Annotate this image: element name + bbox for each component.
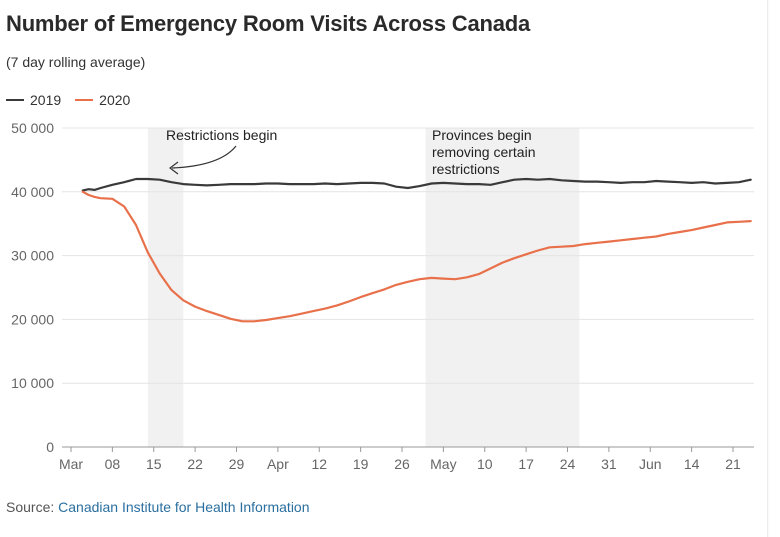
legend-label-2019: 2019 xyxy=(30,92,62,108)
annotation-arrow xyxy=(171,145,237,169)
x-tick-label: 21 xyxy=(725,456,741,472)
chart-title: Number of Emergency Room Visits Across C… xyxy=(6,11,531,36)
x-tick-label: 10 xyxy=(477,456,493,472)
x-tick-label: Apr xyxy=(267,456,289,472)
annotation-provinces-begin: Provinces begin removing certain restricti… xyxy=(432,127,536,177)
chart-subtitle: (7 day rolling average) xyxy=(6,54,146,70)
y-tick-label: 50 000 xyxy=(11,120,54,136)
x-tick-label: 19 xyxy=(353,456,369,472)
x-tick-label: Mar xyxy=(59,456,83,472)
series-line-2019 xyxy=(81,177,752,192)
source-line: Source: Canadian Institute for Health In… xyxy=(6,499,310,515)
x-tick-label: Jun xyxy=(639,456,662,472)
y-tick-label: 20 000 xyxy=(11,311,54,327)
shaded-period-1 xyxy=(147,128,184,447)
legend-swatch-2020 xyxy=(75,99,94,101)
y-tick-label: 0 xyxy=(46,439,54,455)
legend-swatch-2019 xyxy=(6,99,24,101)
annotation-arrowhead xyxy=(169,161,179,175)
series-line-2020 xyxy=(81,190,752,323)
x-tick-label: May xyxy=(430,456,456,472)
x-tick-label: 14 xyxy=(684,456,700,472)
line-chart: 0 10 000 20 000 30 000 40 000 50 000 Mar 08 15 22… xyxy=(11,120,754,472)
source-prefix: Source: xyxy=(6,499,55,515)
annotation-restrictions-begin: Restrictions begin xyxy=(166,127,277,143)
frame-border xyxy=(767,0,780,537)
x-tick-label: 29 xyxy=(229,456,245,472)
x-tick-label: 22 xyxy=(187,456,203,472)
x-tick-label: 31 xyxy=(601,456,617,472)
y-tick-label: 30 000 xyxy=(11,248,54,264)
x-tick-label: 08 xyxy=(105,456,121,472)
x-tick-label: 26 xyxy=(394,456,410,472)
y-tick-label: 40 000 xyxy=(11,184,54,200)
y-tick-label: 10 000 xyxy=(11,375,54,391)
x-tick-label: 17 xyxy=(518,456,534,472)
x-tick-label: 15 xyxy=(146,456,162,472)
x-tick-label: 24 xyxy=(560,456,576,472)
legend-label-2020: 2020 xyxy=(99,92,131,108)
legend-item-2019: 2019 xyxy=(6,92,61,108)
source-link[interactable]: Canadian Institute for Health Informatio… xyxy=(58,499,310,515)
legend-item-2020: 2020 xyxy=(75,92,130,108)
legend: 2019 2020 xyxy=(6,90,144,110)
x-tick-label: 12 xyxy=(311,456,327,472)
